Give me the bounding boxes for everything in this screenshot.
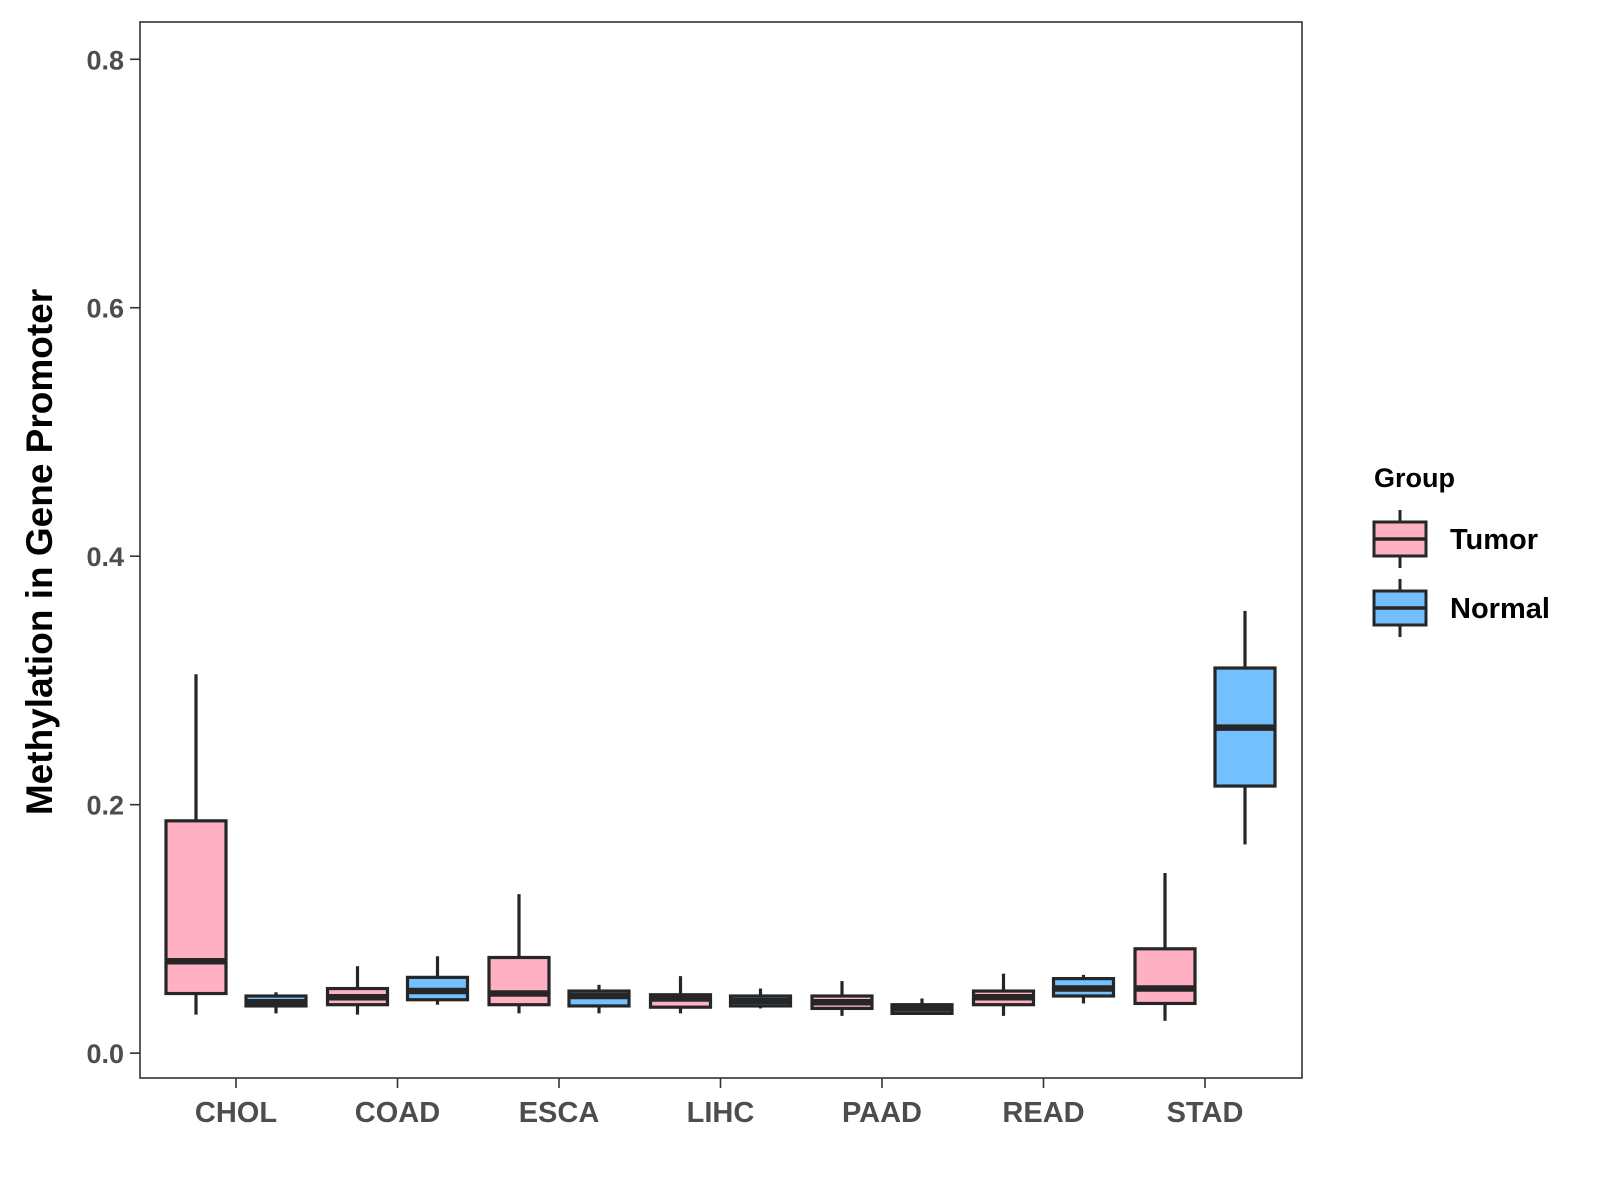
legend: Group Tumor Normal xyxy=(1372,463,1550,637)
x-tick-label-lihc: LIHC xyxy=(687,1097,755,1129)
legend-label: Tumor xyxy=(1450,524,1538,556)
box-iqr xyxy=(164,819,228,996)
y-axis-title: Methylation in Gene Promoter xyxy=(19,289,60,815)
box-normal-chol xyxy=(244,992,308,1014)
box-iqr xyxy=(487,955,551,1007)
box-normal-paad xyxy=(890,998,954,1015)
y-tick-label: 0.8 xyxy=(86,45,124,75)
x-tick-label-esca: ESCA xyxy=(519,1097,600,1129)
x-tick-label-read: READ xyxy=(1002,1097,1084,1129)
box-tumor-stad xyxy=(1133,873,1197,1021)
x-tick-label-coad: COAD xyxy=(355,1097,440,1129)
y-axis: 0.0 0.2 0.4 0.6 0.8 xyxy=(86,45,140,1069)
box-normal-read xyxy=(1051,974,1116,1004)
box-iqr xyxy=(1133,947,1197,1006)
legend-label: Normal xyxy=(1450,593,1550,625)
box-normal-coad xyxy=(405,956,470,1005)
legend-title: Group xyxy=(1374,463,1455,493)
box-tumor-esca xyxy=(487,894,551,1014)
box-tumor-chol xyxy=(164,674,228,1015)
box-tumor-read xyxy=(971,973,1036,1016)
x-tick-label-paad: PAAD xyxy=(842,1097,922,1129)
y-tick-label: 0.4 xyxy=(86,542,124,572)
legend-items: Tumor Normal xyxy=(1372,510,1550,637)
box-tumor-coad xyxy=(325,966,390,1015)
x-tick-label-stad: STAD xyxy=(1167,1097,1244,1129)
box-normal-esca xyxy=(567,984,631,1014)
box-tumor-lihc xyxy=(648,976,713,1014)
x-axis: CHOL COAD ESCA LIHC PAAD READ STAD xyxy=(195,1078,1243,1129)
y-tick-label: 0.6 xyxy=(86,294,124,324)
box-layer xyxy=(164,610,1277,1021)
legend-item-tumor: Tumor xyxy=(1372,510,1538,568)
box-normal-lihc xyxy=(728,988,793,1009)
y-tick-label: 0.2 xyxy=(86,791,124,821)
y-tick-label: 0.0 xyxy=(86,1039,124,1069)
box-tumor-paad xyxy=(810,981,874,1016)
legend-item-normal: Normal xyxy=(1372,579,1550,637)
x-tick-label-chol: CHOL xyxy=(195,1097,277,1129)
box-normal-stad xyxy=(1213,610,1277,845)
